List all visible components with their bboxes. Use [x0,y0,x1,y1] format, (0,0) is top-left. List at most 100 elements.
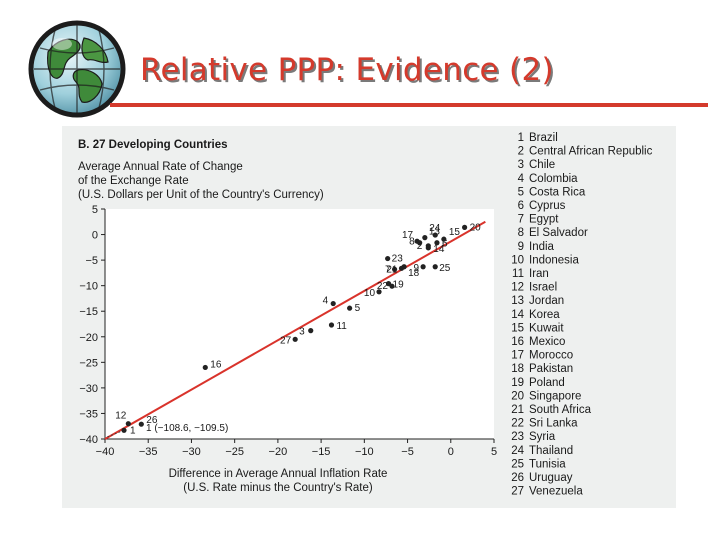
fit-line-group [104,220,486,440]
legend-country: Tunisia [529,458,566,470]
data-point-14 [425,245,431,251]
legend-number: 18 [511,363,524,375]
data-point-6 [434,240,440,246]
data-point-label: 15 [449,227,461,238]
data-point-label: 13 [429,227,441,238]
y-tick-label: −15 [79,306,98,318]
legend-country: Iran [529,268,549,280]
x-axis-label-line-1: Difference in Average Annual Inflation R… [169,468,388,480]
data-point-label: 25 [439,263,451,274]
y-tick-label: −25 [79,357,98,369]
y-tick-label: −35 [79,408,98,420]
data-point-label: 12 [115,411,127,422]
y-axis-label-line-1: Average Annual Rate of Change [78,161,243,173]
legend-number: 21 [511,404,524,416]
data-point-9 [420,264,426,270]
x-tick-label: −25 [225,446,244,458]
legend-country: Kuwait [529,322,564,334]
outlier-note: 1 (−108.6, −109.5) [146,423,228,434]
legend-number: 15 [511,322,524,334]
data-point-label: 23 [392,254,404,265]
globe-icon [28,20,126,118]
y-tick-label: −30 [79,383,98,395]
data-point-23 [385,255,391,262]
y-axis-label-line-3: (U.S. Dollars per Unit of the Country's … [78,189,324,201]
legend-country: Morocco [529,350,573,362]
data-point-label: 5 [355,303,361,314]
legend-country: Brazil [529,132,558,144]
data-point-22 [389,283,395,289]
x-axis-label-line-2: (U.S. Rate minus the Country's Rate) [183,482,373,494]
legend-number: 3 [518,159,524,171]
data-point-label: 3 [299,327,305,338]
data-point-15 [441,236,447,242]
legend-number: 23 [511,431,524,443]
legend-number: 5 [518,186,524,198]
data-point-label: 11 [336,321,347,332]
legend-number: 14 [511,309,524,321]
y-tick-label: −40 [79,434,98,446]
data-point-4 [330,300,336,307]
legend-number: 9 [518,241,524,253]
legend-number: 8 [518,227,524,239]
data-point-11 [328,322,335,328]
y-tick-label: −20 [79,332,98,344]
legend-country: India [529,241,555,253]
data-point-16 [202,364,208,371]
legend-country: Central African Republic [529,146,653,158]
data-point-27 [292,336,298,342]
data-point-label: 19 [393,280,405,291]
legend-country: Uruguay [529,472,573,484]
legend-number: 12 [511,282,524,294]
data-point-label: 27 [280,335,292,346]
legend-number: 26 [511,472,524,484]
legend-country: Colombia [529,173,578,185]
data-point-label: 21 [386,264,398,275]
legend-country: Israel [529,282,557,294]
legend-country: Indonesia [529,254,579,266]
data-point-1 [121,427,127,433]
legend-country: Jordan [529,295,564,307]
outlier-leader [106,429,125,438]
x-tick-label: 0 [448,446,454,458]
legend-country: Cyprus [529,200,566,212]
data-point-13 [422,235,428,241]
data-point-label: 26 [146,415,158,426]
data-point-12 [125,421,131,427]
data-point-label: 14 [433,244,445,255]
legend-country: Singapore [529,390,581,402]
legend-number: 4 [518,173,525,185]
data-point-label: 24 [429,223,441,234]
data-point-5 [347,305,353,311]
data-point-label: 18 [408,268,420,279]
y-tick-label: −10 [79,281,98,293]
data-point-label: 9 [414,263,420,274]
y-axis-label-line-2: of the Exchange Rate [78,175,189,187]
legend-number: 20 [511,390,524,402]
data-point-label: 4 [323,296,329,307]
data-point-label: 22 [377,281,389,292]
legend-number: 6 [518,200,524,212]
legend-country: El Salvador [529,227,588,239]
data-point-label: 20 [470,222,482,233]
legend-number: 2 [518,146,524,158]
legend-number: 22 [511,418,524,430]
data-point-label: 17 [402,230,414,241]
data-point-label: 2 [417,241,423,252]
ticks: −40 −35 −30 −25 −20 −15 −10 −5 0 5 5 0 −5 −10 −15 −20 −2… [79,204,497,458]
data-point-label: 1 [130,425,136,436]
legend-country: Korea [529,309,560,321]
y-tick-label: 5 [92,204,98,216]
legend-country: Chile [529,159,555,171]
legend-number: 16 [511,336,524,348]
legend-country: Poland [529,377,565,389]
legend-country: Costa Rica [529,186,586,198]
legend-number: 7 [518,214,524,226]
legend-country: Egypt [529,214,559,226]
legend-country: Thailand [529,445,573,457]
fit-line [104,220,486,440]
legend-number: 24 [511,445,524,457]
legend-country: Mexico [529,336,565,348]
x-tick-label: −35 [139,446,158,458]
